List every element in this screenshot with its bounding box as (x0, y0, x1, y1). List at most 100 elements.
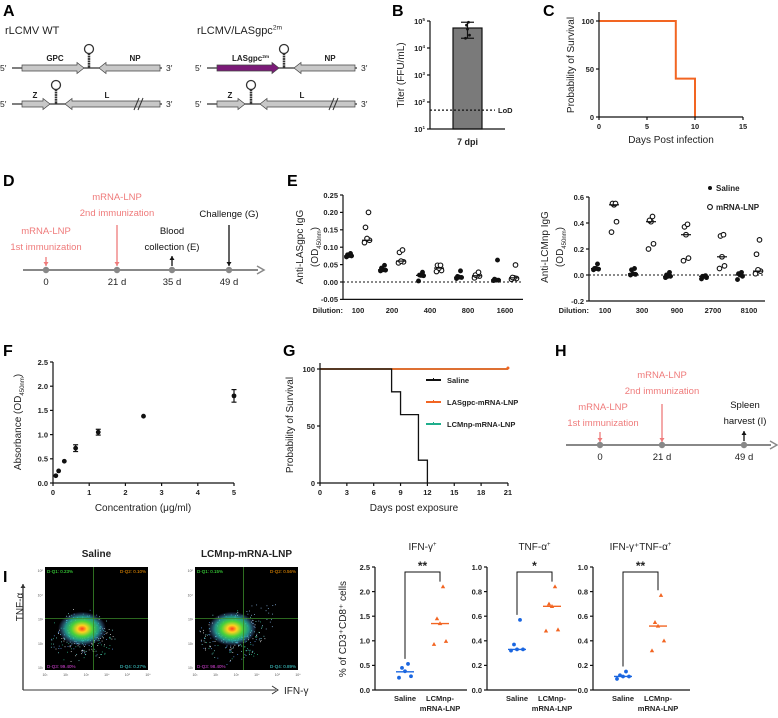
panel-label-i: I (3, 569, 7, 586)
chart-i-ifn-significance-stars: ** (418, 559, 428, 573)
chart-e-right-point-mrna-lnp (684, 221, 691, 228)
chart-i-tnf-y-tick-label: 0.2 (472, 661, 482, 670)
flow-plot-saline-event-dot (89, 609, 91, 611)
flow-plot-saline-event-dot (66, 641, 68, 643)
chart-f-y-tick-label: 1.5 (38, 406, 48, 415)
flow-plot-lcmnp-event-dot (200, 631, 201, 633)
flow-plot-lcmnp-event-dot (247, 649, 249, 651)
chart-i-double-category-label: Saline (612, 694, 634, 703)
chart-f-y-tick-label: 0.5 (38, 455, 48, 464)
five-prime-label: 5′ (195, 99, 202, 109)
chart-g-x-tick-label: 21 (504, 488, 512, 497)
flow-plot-lcmnp-event-dot (270, 619, 272, 621)
chart-e-left-point-saline (348, 251, 353, 256)
flow-plot-lcmnp-event-dot (248, 652, 250, 654)
chart-e-right-point-saline (667, 269, 672, 275)
chart-e-left-y-tick-label: 0.15 (323, 226, 338, 235)
flow-plot-lcmnp-event-dot (241, 645, 243, 647)
flow-plot-lcmnp-event-dot (252, 650, 254, 652)
chart-e-right-y-tick-label: 0.6 (574, 193, 584, 202)
flow-plot-saline-event-dot (106, 632, 108, 634)
flow-plot-lcmnp-event-dot (250, 644, 252, 646)
lod-label: LoD (498, 106, 513, 115)
chart-i-tnf-y-tick-label: 0.8 (472, 587, 482, 596)
flow-plot-saline-event-dot (73, 648, 75, 650)
timeline-d-arrow-head (114, 262, 120, 266)
flow-plot-saline-event-dot (95, 650, 97, 652)
chart-e-right-point-saline (739, 269, 744, 275)
flow-plot-saline-x-tick-label: 10⁵ (125, 673, 131, 677)
flow-plot-lcmnp-event-dot (260, 640, 262, 642)
chart-e-right-y-label: Anti-LCMnp IgG (540, 211, 551, 283)
flow-plot-lcmnp-event-dot (204, 637, 205, 639)
intergenic-hairpin (278, 43, 290, 68)
timeline-h-timepoint-label: 0 (597, 452, 602, 463)
flow-plot-lcmnp-event-dot (249, 654, 250, 655)
chart-e-right-point-saline (703, 273, 708, 279)
flow-x-axis-arrowhead (271, 685, 279, 695)
chart-b-category-label: 7 dpi (457, 137, 478, 147)
flow-plot-saline-event-dot (81, 653, 83, 655)
flow-plot-lcmnp-event-dot (237, 610, 239, 612)
chart-i-tnf-y-tick-label: 0.6 (472, 612, 482, 621)
three-prime-label: 3′ (361, 99, 368, 109)
flow-plot-lcmnp-y-tick-label: 10² (188, 642, 194, 646)
flow-plot-lcmnp-event-dot (244, 646, 246, 648)
flow-plot-saline-event-dot (85, 653, 87, 655)
chart-i-ifn-y-tick-label: 0.0 (360, 686, 370, 695)
flow-plot-lcmnp-event-dot (203, 647, 205, 649)
panel-label-g: G (283, 343, 295, 360)
flow-plot-lcmnp-event-dot (233, 656, 235, 658)
chart-i-ifn-point-saline (400, 665, 404, 670)
flow-plot-lcmnp-event-dot (213, 650, 215, 652)
chart-e-right-point-mrna-lnp (649, 213, 656, 220)
chart-e-left-category-label: 100 (352, 306, 365, 315)
flow-plot-saline-event-dot (91, 646, 92, 648)
chart-i-tnf-y-tick-label: 0.4 (472, 637, 483, 646)
chart-b-y-tick-label: 101 (414, 125, 425, 134)
flow-plot-lcmnp-event-dot (229, 649, 231, 650)
chart-i-double-y-tick-label: 0.4 (578, 637, 589, 646)
flow-plot-saline-event-dot (67, 651, 68, 653)
flow-plot-saline-event-dot (82, 651, 83, 653)
flow-plot-saline-event-dot (53, 635, 55, 637)
chart-e-right-y-tick-label: -0.2 (571, 297, 584, 306)
flow-plot-saline-event-dot (58, 652, 59, 654)
timeline-d-timepoint-label: 49 d (220, 277, 239, 288)
timeline-h-arrowhead (769, 440, 778, 450)
flow-plot-saline-event-dot (81, 650, 82, 652)
panel-label-b: B (392, 3, 404, 20)
chart-e-right-y-tick-label: 0.4 (574, 219, 585, 228)
flow-plot-lcmnp-event-dot (249, 650, 251, 652)
flow-plot-saline-x-tick-label: 10⁴ (104, 673, 110, 677)
chart-c-y-tick-label: 0 (590, 113, 594, 122)
flow-plot-lcmnp-event-dot (255, 639, 257, 641)
chart-i-tnf-point-saline (518, 617, 522, 622)
flow-plot-saline-event-dot (91, 648, 93, 650)
flow-plot-saline-event-dot (104, 653, 106, 655)
timeline-h-timepoint-dot (658, 441, 666, 449)
timeline-d-arrow-head (226, 262, 232, 266)
chart-i-double-significance-bracket (622, 571, 659, 667)
chart-i-ifn-y-tick-label: 2.0 (360, 587, 370, 596)
timeline-h-arrow-head (597, 438, 603, 442)
flow-plot-lcmnp-event-dot (244, 653, 246, 655)
legend-label-lasgpc-mrna-lnp: LASgpc-mRNA-LNP (447, 398, 518, 407)
flow-plot-lcmnp-event-dot (209, 645, 211, 647)
gene-arrow-l (64, 97, 161, 111)
chart-e-right-category-label: 100 (599, 306, 612, 315)
flow-plot-saline-event-dot (79, 646, 81, 648)
gene-label-lasgpc: LASgpc2m (232, 54, 269, 63)
flow-plot-lcmnp-event-dot (232, 652, 234, 653)
flow-plot-lcmnp-event-dot (212, 614, 214, 616)
chart-c-x-tick-label: 0 (597, 122, 601, 131)
panel-label-f: F (3, 343, 13, 360)
chart-i-tnf-point-lcmnp (555, 627, 561, 632)
timeline-d-timepoint-dot (113, 266, 121, 274)
gene-label-z: Z (33, 91, 38, 100)
intergenic-hairpin (245, 79, 257, 104)
chart-e-left-dilution-label: Dilution: (313, 306, 343, 315)
flow-plot-saline-event-dot (101, 640, 103, 642)
gene-arrow-z (21, 97, 51, 111)
